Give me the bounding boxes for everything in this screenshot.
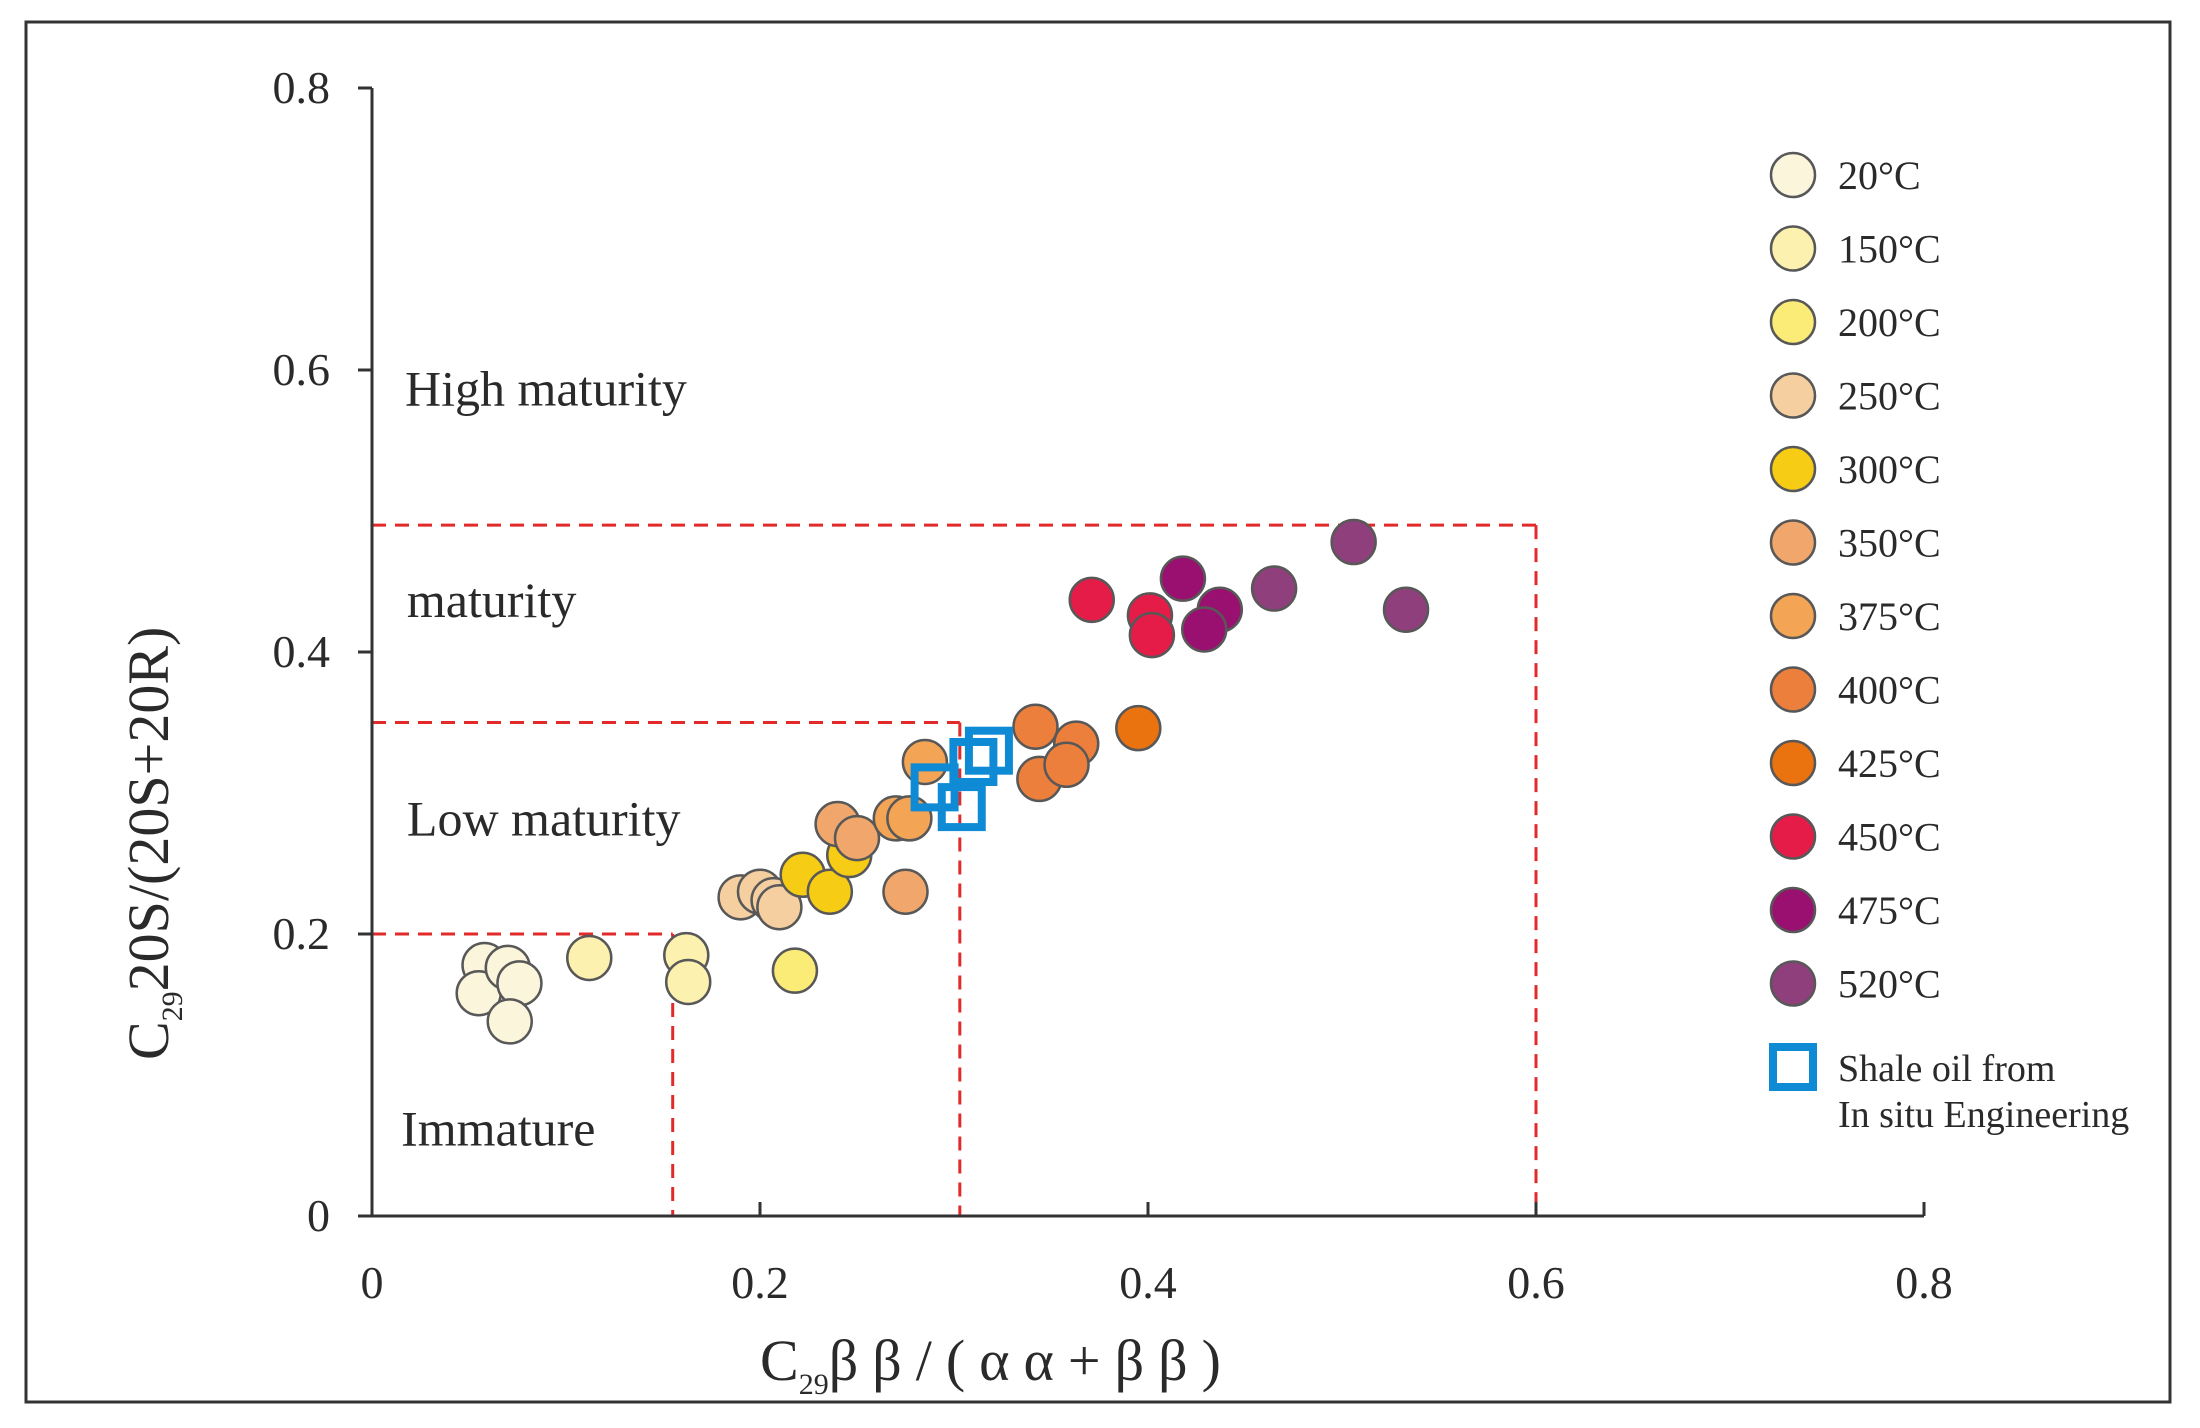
- data-point-7-3: [1043, 741, 1090, 789]
- legend-label-5: 350°C: [1838, 521, 1941, 566]
- y-axis-ticks: 0 0.2 0.4 0.6 0.8: [273, 62, 372, 1241]
- data-point-11-2: [1382, 586, 1430, 633]
- legend-label-8: 425°C: [1838, 741, 1941, 786]
- y-tick-label-2: 0.4: [273, 626, 331, 677]
- legend-marker-8: [1769, 739, 1817, 787]
- x-tick-label-2: 0.4: [1119, 1257, 1177, 1308]
- legend-marker-6: [1769, 592, 1817, 640]
- data-point-1-2: [664, 958, 712, 1006]
- x-axis-label: C29ββ/(αα+ββ): [760, 1328, 1235, 1401]
- data-point-1-0: [566, 934, 613, 982]
- data-point-7-0: [1012, 703, 1059, 750]
- legend-label-1: 150°C: [1838, 227, 1941, 272]
- legend-marker-1: [1769, 225, 1817, 272]
- data-points: [455, 518, 1430, 1045]
- data-point-10-0: [1159, 555, 1207, 602]
- legend-marker-shale-oil: [1769, 1043, 1817, 1091]
- data-point-4-1: [806, 868, 854, 915]
- data-point-11-1: [1330, 518, 1377, 566]
- legend-label-shale-oil-1: In situ Engineering: [1838, 1094, 2129, 1136]
- shale-oil-points: [910, 726, 1013, 832]
- x-tick-label-1: 0.2: [731, 1257, 789, 1308]
- zone-label-maturity: maturity: [407, 572, 576, 628]
- data-point-9-2: [1128, 611, 1176, 659]
- legend-marker-3: [1769, 372, 1817, 419]
- zone-label-immature: Immature: [401, 1101, 595, 1157]
- data-point-9-0: [1068, 576, 1115, 624]
- data-point-5-1: [833, 814, 881, 862]
- y-axis-label: C2920S/(20S+20R): [116, 627, 189, 1060]
- legend-label-4: 300°C: [1838, 447, 1941, 492]
- legend-marker-11: [1769, 960, 1817, 1007]
- x-axis-label-prefix: C: [760, 1328, 799, 1393]
- legend-marker-5: [1769, 519, 1817, 566]
- x-axis-label-subscript: 29: [799, 1368, 829, 1401]
- data-point-0-3: [496, 960, 543, 1007]
- legend-label-3: 250°C: [1838, 374, 1941, 419]
- shale-oil-point-3: [964, 726, 1013, 775]
- legend-marker-9: [1769, 813, 1817, 860]
- legend-label-shale-oil-0: Shale oil from: [1838, 1048, 2055, 1090]
- zone-label-high-maturity: High maturity: [405, 360, 687, 416]
- legend-label-2: 200°C: [1838, 300, 1941, 345]
- legend-label-7: 400°C: [1838, 668, 1941, 713]
- zone-labels: Immature Low maturity maturity High maturit…: [401, 360, 687, 1156]
- data-point-2-0: [771, 947, 819, 994]
- zone-label-low-maturity: Low maturity: [407, 790, 681, 846]
- legend-label-11: 520°C: [1838, 962, 1941, 1007]
- y-tick-label-0: 0: [307, 1190, 330, 1241]
- data-point-8-0: [1115, 704, 1162, 752]
- y-axis-label-rest: 20S/(20S+20R): [116, 627, 181, 992]
- y-tick-label-4: 0.8: [273, 62, 331, 113]
- data-point-6-2: [901, 738, 949, 786]
- shale-oil-point-2: [949, 737, 998, 786]
- shale-oil-point-1: [937, 783, 986, 832]
- legend: 20°C 150°C 200°C 250°C 300°C 350°C 375°C 400°C 4…: [1769, 151, 2129, 1136]
- legend-marker-7: [1769, 666, 1817, 713]
- x-axis-ticks: 0 0.2 0.4 0.6 0.8: [361, 1202, 1953, 1308]
- data-point-6-1: [886, 795, 933, 842]
- y-axis-label-prefix: C: [116, 1021, 181, 1060]
- y-tick-label-1: 0.2: [273, 908, 331, 959]
- x-tick-label-3: 0.6: [1507, 1257, 1565, 1308]
- legend-marker-2: [1769, 298, 1817, 346]
- data-point-11-0: [1250, 565, 1298, 612]
- data-point-3-3: [756, 883, 803, 931]
- legend-label-6: 375°C: [1838, 594, 1941, 639]
- x-axis-label-rest: ββ/(αα+ββ): [829, 1328, 1235, 1393]
- x-tick-label-0: 0: [361, 1257, 384, 1308]
- data-point-10-2: [1181, 606, 1228, 653]
- data-point-0-4: [486, 998, 533, 1045]
- data-point-5-2: [882, 868, 929, 915]
- legend-marker-10: [1769, 886, 1817, 934]
- legend-label-9: 450°C: [1838, 815, 1941, 860]
- legend-marker-0: [1769, 151, 1817, 199]
- legend-marker-4: [1769, 445, 1817, 493]
- y-tick-label-3: 0.6: [273, 344, 331, 395]
- legend-label-10: 475°C: [1838, 888, 1941, 933]
- x-tick-label-4: 0.8: [1895, 1257, 1953, 1308]
- y-axis-label-subscript: 29: [156, 991, 189, 1021]
- legend-label-0: 20°C: [1838, 153, 1921, 198]
